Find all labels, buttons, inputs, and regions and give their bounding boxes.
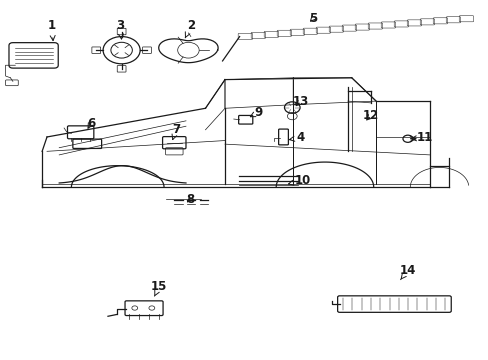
Text: 3: 3 <box>116 19 124 39</box>
Text: 8: 8 <box>185 193 194 206</box>
Text: 1: 1 <box>48 19 56 41</box>
Text: 9: 9 <box>250 106 262 119</box>
Text: 12: 12 <box>363 109 379 122</box>
Text: 5: 5 <box>308 12 316 25</box>
Text: 13: 13 <box>292 95 308 108</box>
Text: 7: 7 <box>172 123 180 140</box>
Text: 14: 14 <box>399 264 415 280</box>
Text: 15: 15 <box>151 280 167 296</box>
Text: 6: 6 <box>86 117 95 130</box>
Text: 11: 11 <box>410 131 432 144</box>
Text: 2: 2 <box>185 19 195 38</box>
Text: 4: 4 <box>289 131 304 144</box>
Text: 10: 10 <box>288 174 310 186</box>
